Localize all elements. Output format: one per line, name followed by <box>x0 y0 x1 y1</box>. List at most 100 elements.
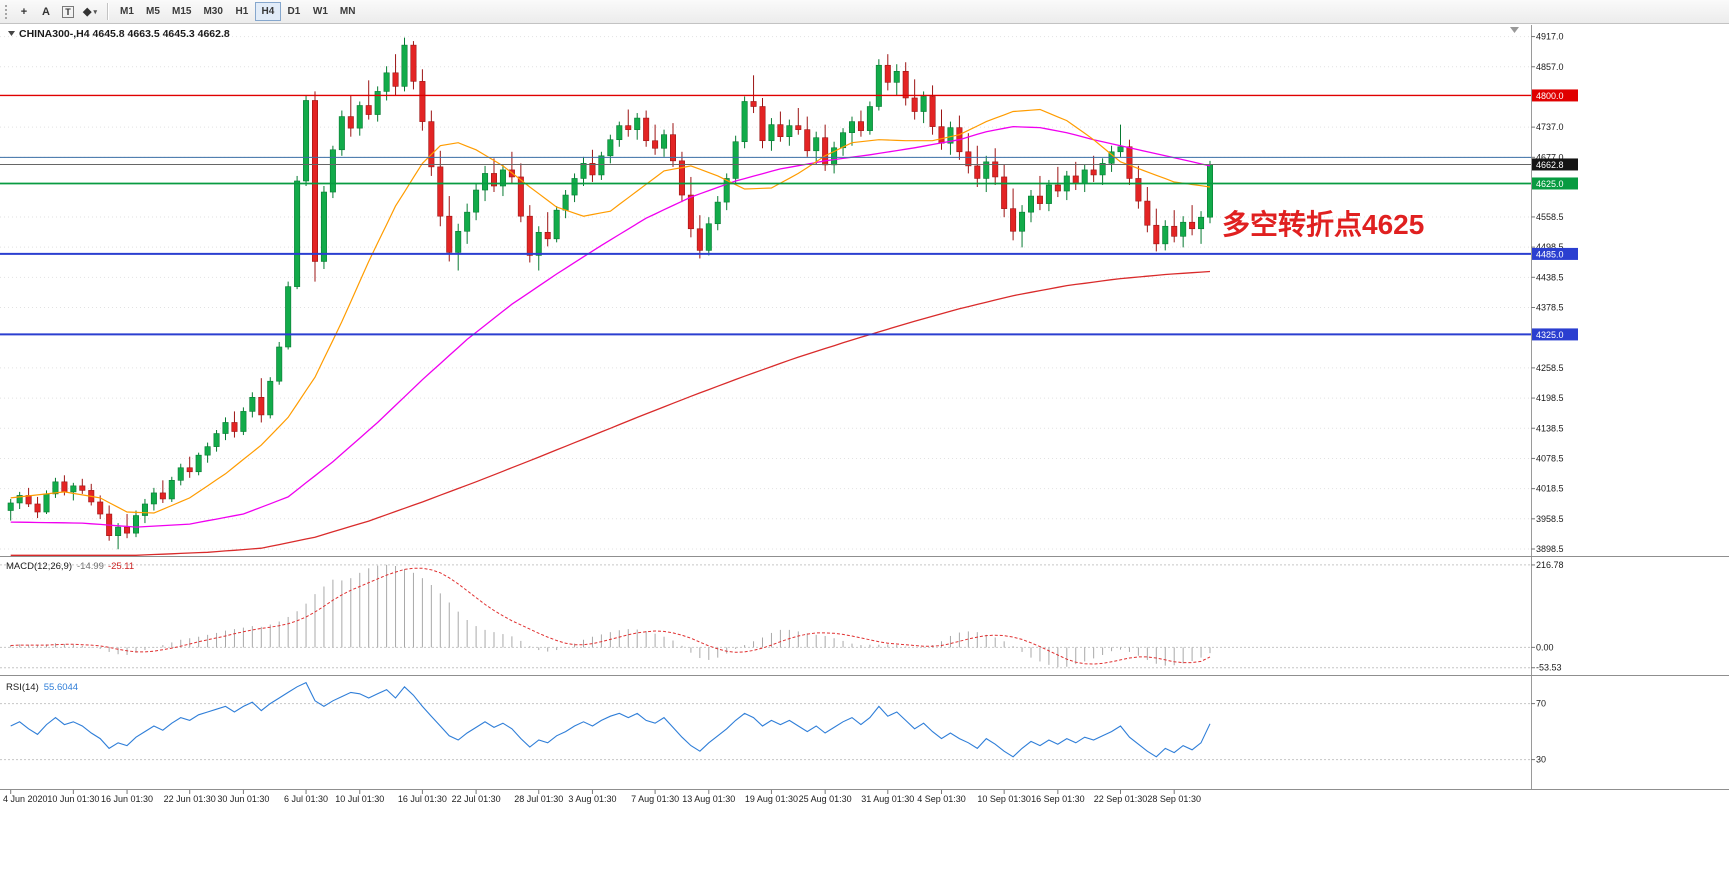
candle <box>875 64 882 107</box>
candle <box>159 492 166 500</box>
timeframe-button-h1[interactable]: H1 <box>229 2 255 21</box>
candle <box>437 166 444 217</box>
price-highlight-bg <box>1532 177 1578 190</box>
candle <box>571 178 578 196</box>
crosshair-tool-button[interactable]: + <box>14 2 34 22</box>
candle <box>974 165 981 179</box>
candle <box>786 125 793 137</box>
candle <box>804 129 811 152</box>
candle <box>553 209 560 240</box>
candle <box>52 481 59 495</box>
rsi-scale-label: 70 <box>1536 699 1546 709</box>
candle <box>840 132 847 149</box>
price-tick-label: 4078.5 <box>1536 453 1564 463</box>
candle <box>347 116 354 129</box>
candle <box>661 134 668 149</box>
timeframe-button-m5[interactable]: M5 <box>140 2 166 21</box>
candle <box>419 81 426 122</box>
price-tick-label: 4857.0 <box>1536 62 1564 72</box>
candle <box>750 101 757 107</box>
candle <box>276 346 283 382</box>
candle <box>195 454 202 473</box>
candle <box>338 116 345 151</box>
candle <box>1180 221 1187 237</box>
macd-scale-label: -53.53 <box>1536 663 1562 673</box>
candle <box>1019 211 1026 232</box>
time-label: 22 Jun 01:30 <box>164 794 216 804</box>
candle <box>795 125 802 130</box>
candle <box>365 105 372 115</box>
chart-plot-layer: 4917.0 4857.0 4737.0 4677.0 4558.5 4498.5 4438… <box>0 25 1729 804</box>
candle <box>893 70 900 83</box>
text-label-icon: T <box>62 5 74 18</box>
candle <box>267 380 274 416</box>
candle <box>455 230 462 253</box>
candle <box>696 228 703 251</box>
candle <box>669 134 676 162</box>
timeframe-button-m15[interactable]: M15 <box>166 2 197 21</box>
candle <box>1126 146 1133 179</box>
candle <box>1162 225 1169 245</box>
chart-shift-marker[interactable] <box>1510 27 1519 33</box>
time-label: 6 Jul 01:30 <box>284 794 328 804</box>
price-highlight-label: 4325.0 <box>1536 330 1564 340</box>
candle <box>929 96 936 127</box>
toolbar-grip[interactable] <box>4 4 8 19</box>
candle <box>285 286 292 348</box>
candles-layer <box>7 37 1214 550</box>
timeframe-button-mn[interactable]: MN <box>334 2 362 21</box>
candle <box>428 121 435 168</box>
candle <box>186 467 193 473</box>
candle <box>204 446 211 456</box>
candle <box>383 72 390 92</box>
shapes-tool-button[interactable]: ◆ ▾ <box>80 2 100 22</box>
candle <box>517 176 524 217</box>
timeframe-button-m30[interactable]: M30 <box>197 2 228 21</box>
timeframe-button-w1[interactable]: W1 <box>307 2 334 21</box>
candle <box>1117 146 1124 153</box>
candle <box>714 201 721 225</box>
candle <box>580 163 587 179</box>
candle <box>97 501 104 515</box>
price-tick-label: 4018.5 <box>1536 484 1564 494</box>
candle <box>240 411 247 432</box>
candle <box>464 211 471 232</box>
text-label-tool-button[interactable]: T <box>58 2 78 22</box>
price-highlight-bg <box>1532 328 1578 341</box>
candle <box>231 422 238 432</box>
annotation-text[interactable]: 多空转折点4625 <box>1222 208 1424 240</box>
candle <box>705 223 712 251</box>
candle <box>1153 224 1160 245</box>
candle <box>848 121 855 133</box>
price-tick-label: 4677.0 <box>1536 152 1564 162</box>
candle <box>374 91 381 115</box>
text-tool-button[interactable]: A <box>36 2 56 22</box>
candle <box>1135 178 1142 202</box>
timeframe-button-h4[interactable]: H4 <box>254 2 281 21</box>
candle <box>589 163 596 176</box>
candle <box>213 433 220 447</box>
drawing-tools-group: + A T ◆ ▾ <box>13 2 101 22</box>
crosshair-icon: + <box>20 5 28 18</box>
chart-title-dropdown-icon[interactable] <box>8 31 15 36</box>
timeframe-button-m1[interactable]: M1 <box>114 2 140 21</box>
macd-scale-label: 216.78 <box>1536 560 1564 570</box>
candle <box>124 526 131 534</box>
time-label: 28 Sep 01:30 <box>1147 794 1201 804</box>
candle <box>1028 195 1035 213</box>
candle <box>866 106 873 131</box>
candle <box>643 117 650 142</box>
price-tick-label: 4258.5 <box>1536 363 1564 373</box>
timeframe-button-d1[interactable]: D1 <box>281 2 307 21</box>
time-label: 22 Sep 01:30 <box>1094 794 1148 804</box>
candle <box>911 97 918 112</box>
time-label: 16 Jun 01:30 <box>101 794 153 804</box>
price-highlight-bg <box>1532 89 1578 102</box>
candle <box>1189 221 1196 230</box>
price-tick-label: 4198.5 <box>1536 393 1564 403</box>
candle <box>356 105 363 129</box>
candle <box>526 215 533 256</box>
price-tick-label: 4138.5 <box>1536 423 1564 433</box>
candle <box>258 397 265 416</box>
